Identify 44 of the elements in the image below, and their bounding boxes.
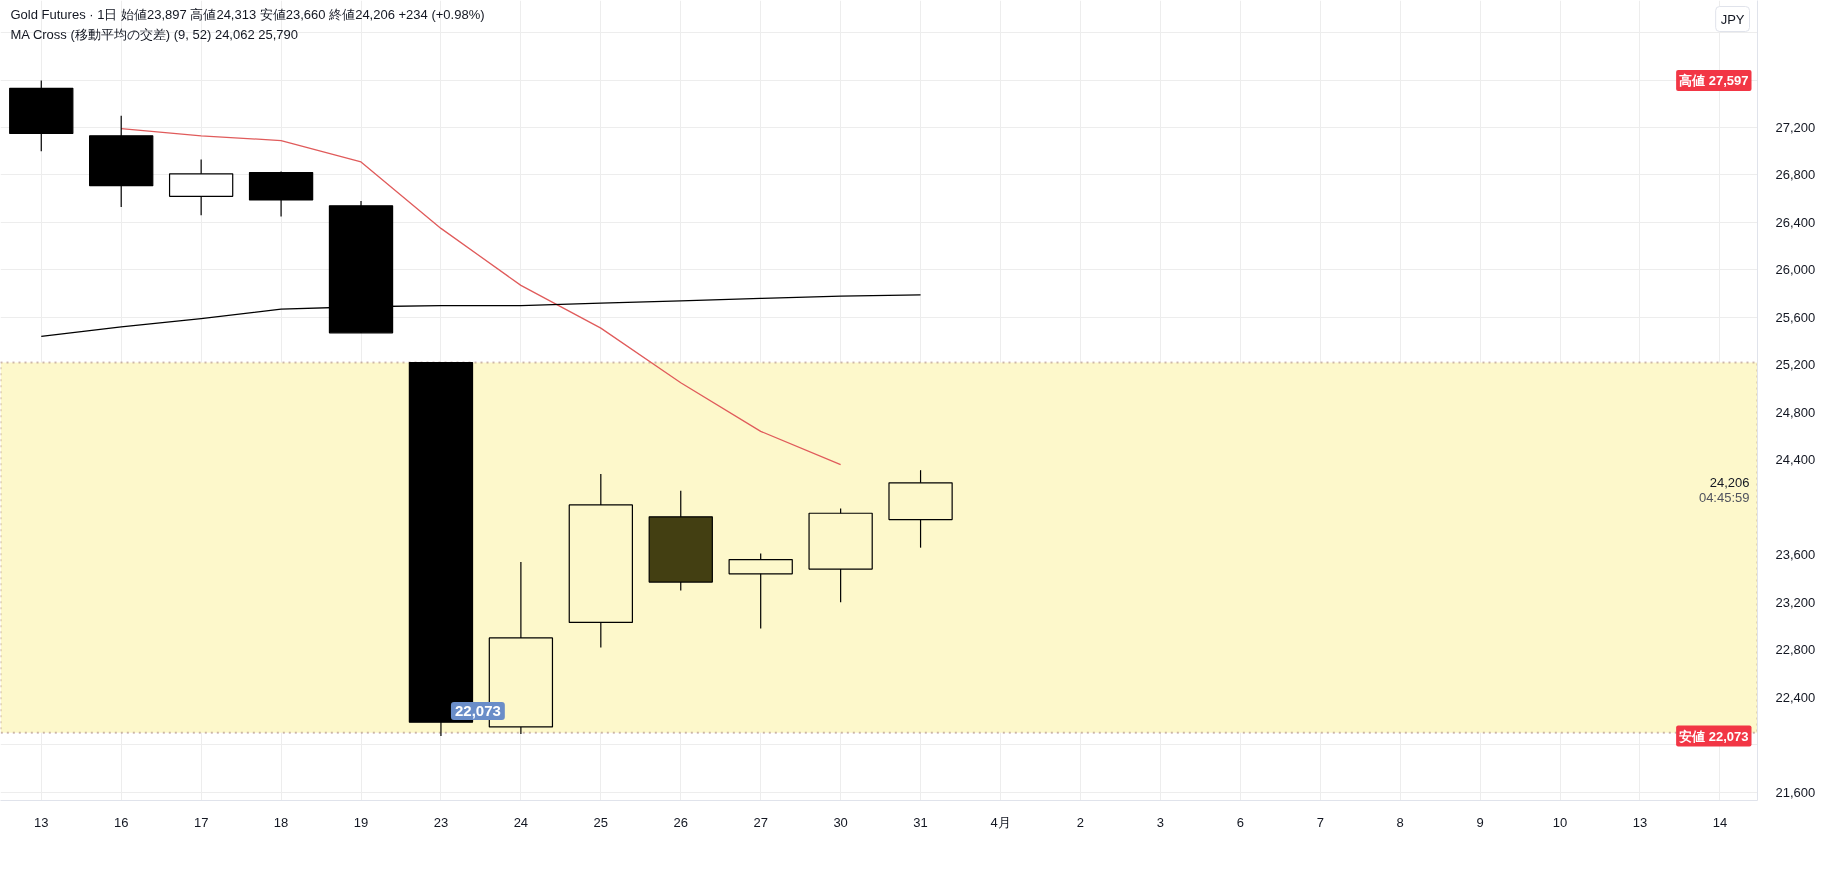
x-tick-label: 19 — [353, 814, 369, 830]
x-tick-label: 23 — [433, 814, 449, 830]
annotation: 22,073 — [454, 702, 501, 720]
y-tick-label: 26,800 — [1775, 167, 1816, 183]
y-tick-label: 23,200 — [1775, 594, 1816, 610]
line-series — [120, 128, 842, 466]
x-tick-label: 4月 — [990, 814, 1011, 830]
x-tick-label: 9 — [1476, 814, 1484, 830]
x-tick-label: 8 — [1396, 814, 1404, 830]
x-tick-label: 6 — [1236, 814, 1244, 830]
x-tick-label: 10 — [1552, 814, 1568, 830]
y-tick-label: 26,000 — [1775, 262, 1816, 278]
y-tick-label: 25,200 — [1775, 357, 1816, 373]
x-tick-label: 17 — [193, 814, 209, 830]
y-tick-label: 26,400 — [1775, 214, 1816, 230]
text: MA Cross (移動平均の交差) (9, 52) 24,062 25,790 — [10, 26, 299, 42]
x-tick-label: 16 — [113, 814, 129, 830]
annotation: 高値 27,597 — [1679, 72, 1749, 88]
y-tick-label: 22,400 — [1775, 689, 1816, 705]
annotation: 04:45:59 — [1698, 490, 1750, 506]
x-tick-label: 13 — [34, 814, 49, 830]
x-tick-label: 30 — [833, 814, 848, 830]
x-tick-label: 13 — [1632, 814, 1648, 830]
y-tick-label: 21,600 — [1775, 784, 1816, 800]
x-tick-label: 14 — [1712, 814, 1728, 830]
x-tick-label: 3 — [1156, 814, 1164, 830]
y-tick-label: 24,400 — [1775, 452, 1816, 468]
x-tick-label: 31 — [913, 814, 928, 830]
x-tick-label: 24 — [513, 814, 529, 830]
x-tick-label: 25 — [593, 814, 609, 830]
annotation: 安値 22,073 — [1679, 728, 1749, 744]
y-tick-label: 22,800 — [1775, 642, 1816, 658]
y-tick-label: 27,200 — [1775, 120, 1816, 135]
x-tick-label: 18 — [273, 814, 289, 830]
y-tick-label: 25,600 — [1775, 309, 1816, 325]
y-tick-label: 23,600 — [1775, 547, 1816, 563]
annotation: 24,206 — [1709, 475, 1750, 491]
text: Gold Futures · 1日 始値23,897 高値24,313 安値23,660 終値24,206 +234 (+0.98%) — [10, 6, 485, 22]
x-tick-label: 26 — [673, 814, 688, 830]
x-tick-label: 2 — [1076, 814, 1085, 830]
y-tick-label: 24,800 — [1775, 404, 1816, 420]
x-tick-label: 7 — [1316, 814, 1324, 830]
y-axis-title: JPY — [1720, 11, 1745, 27]
x-tick-label: 27 — [753, 814, 768, 830]
